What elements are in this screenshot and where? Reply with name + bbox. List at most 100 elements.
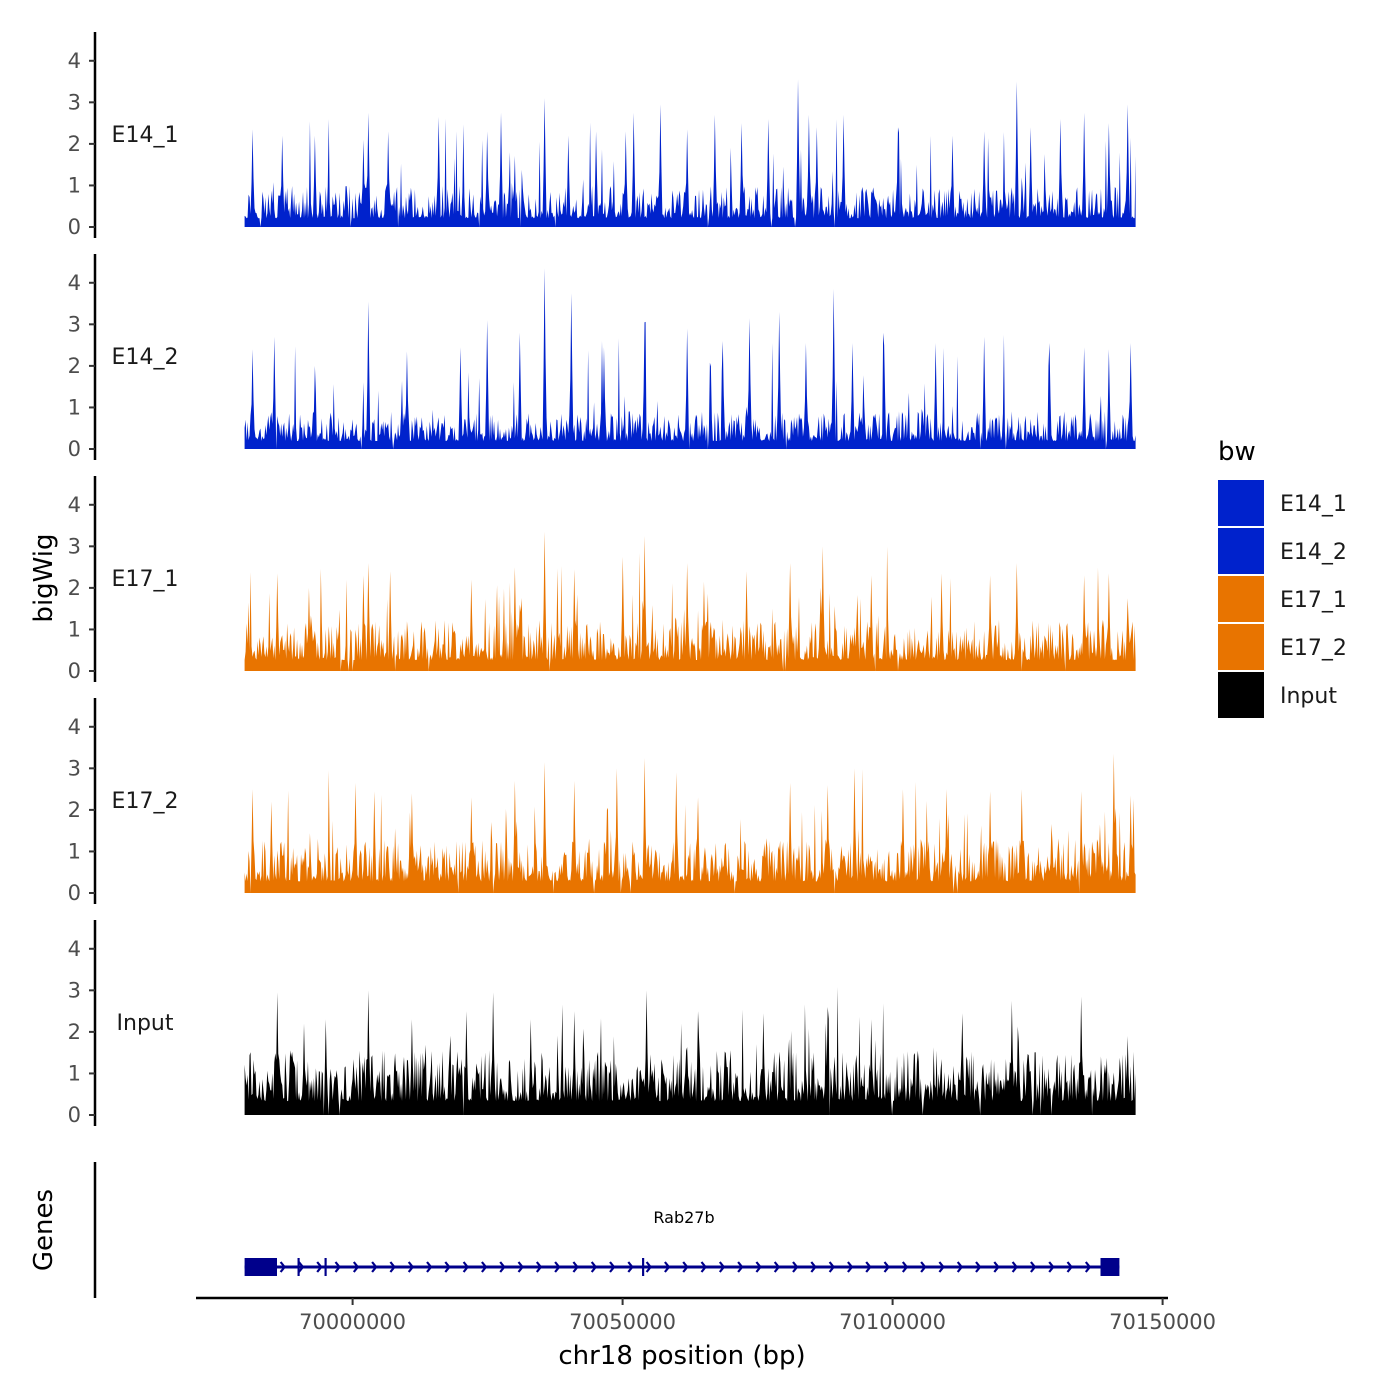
strand-arrow: [847, 1261, 854, 1273]
strand-arrow: [1084, 1261, 1092, 1273]
strand-arrow: [993, 1261, 1000, 1273]
track-E14_1: 0 1 2 3 4 E14_1: [68, 32, 1136, 239]
strand-arrow: [1011, 1261, 1019, 1273]
y-tick-label-E17_1-4: 4: [68, 493, 81, 517]
legend-swatch-E14_1: [1218, 480, 1264, 526]
strand-arrow: [664, 1261, 671, 1273]
y-tick-label-E14_1-2: 2: [68, 132, 81, 156]
strand-arrow: [1048, 1261, 1055, 1273]
legend-label-E14_1: E14_1: [1280, 492, 1347, 517]
y-tick-label-E14_1-4: 4: [68, 49, 81, 73]
track-E14_2: 0 1 2 3 4 E14_2: [68, 254, 1136, 461]
strand-arrow: [737, 1261, 744, 1273]
y-tick-label-Input-1: 1: [68, 1061, 81, 1085]
panel-label-E14_1: E14_1: [112, 123, 179, 148]
strand-arrow: [627, 1261, 634, 1273]
strand-arrow: [865, 1261, 872, 1273]
strand-arrow: [810, 1261, 817, 1273]
strand-arrow: [334, 1261, 341, 1273]
strand-arrow: [792, 1261, 799, 1273]
exon-4: [642, 1258, 645, 1276]
strand-arrow: [279, 1261, 287, 1273]
legend-swatch-E17_2: [1218, 624, 1264, 670]
strand-arrow: [535, 1261, 543, 1273]
track-E17_1: 0 1 2 3 4 E17_1: [68, 476, 1136, 683]
gene-Rab27b: Rab27b: [244, 1208, 1120, 1276]
track-E17_2: 0 1 2 3 4 E17_2: [68, 698, 1136, 905]
legend-swatch-E17_1: [1218, 576, 1264, 622]
strand-arrow: [1030, 1261, 1037, 1273]
x-tick-label-70150000: 70150000: [1109, 1310, 1216, 1334]
strand-arrow: [718, 1261, 726, 1273]
y-tick-label-E14_1-0: 0: [68, 215, 81, 239]
legend-title: bw: [1218, 437, 1256, 467]
strand-arrow: [755, 1261, 762, 1273]
signal-area-Input: [244, 987, 1136, 1115]
exon-1: [244, 1258, 277, 1276]
y-tick-label-E14_2-0: 0: [68, 437, 81, 461]
y-tick-label-Input-0: 0: [68, 1103, 81, 1127]
x-axis: 70000000 70050000 70100000 70150000: [196, 1296, 1216, 1334]
strand-arrow: [462, 1261, 470, 1273]
y-tick-label-Input-2: 2: [68, 1020, 81, 1044]
strand-arrow: [901, 1261, 909, 1273]
strand-arrow: [700, 1261, 707, 1273]
strand-arrow: [1066, 1261, 1073, 1273]
strand-arrow: [956, 1261, 964, 1273]
y-tick-label-E14_2-1: 1: [68, 395, 81, 419]
signal-area-E14_1: [244, 79, 1136, 227]
y-tick-label-E17_1-2: 2: [68, 576, 81, 600]
gene-track-panel: Rab27b: [93, 1162, 1120, 1298]
y-tick-label-E17_2-1: 1: [68, 839, 81, 863]
y-tick-label-E17_2-2: 2: [68, 798, 81, 822]
x-tick-label-70100000: 70100000: [839, 1310, 946, 1334]
track-panels: 0 1 2 3 4 E14_1 0 1 2 3 4 E14_2 0 1 2 3 4 E17_1 0 1 2 3 4 E17_2…: [68, 32, 1136, 1127]
y-tick-label-E14_2-4: 4: [68, 271, 81, 295]
y-tick-label-E17_2-0: 0: [68, 881, 81, 905]
legend-label-E17_1: E17_1: [1280, 588, 1347, 613]
signal-area-E14_2: [244, 268, 1136, 449]
legend-label-E17_2: E17_2: [1280, 636, 1347, 661]
y-tick-label-E17_1-0: 0: [68, 659, 81, 683]
strand-arrow: [554, 1261, 561, 1273]
strand-arrow: [975, 1261, 982, 1273]
strand-arrow: [590, 1261, 598, 1273]
legend-swatch-E14_2: [1218, 528, 1264, 574]
strand-arrow: [682, 1261, 689, 1273]
x-tick-label-70050000: 70050000: [569, 1310, 676, 1334]
strand-arrow: [517, 1261, 524, 1273]
y-tick-label-E17_1-3: 3: [68, 534, 81, 558]
strand-arrow: [352, 1261, 360, 1273]
y-tick-label-E17_1-1: 1: [68, 617, 81, 641]
legend: bw E14_1 E14_2 E17_1 E17_2 Input: [1218, 437, 1347, 718]
strand-arrow: [883, 1261, 890, 1273]
y-tick-label-Input-3: 3: [68, 978, 81, 1002]
strand-arrow: [407, 1261, 415, 1273]
panel-label-Input: Input: [117, 1011, 174, 1036]
y-axis-title: bigWig: [29, 533, 59, 622]
y-tick-label-E14_2-2: 2: [68, 354, 81, 378]
strand-arrow: [316, 1261, 323, 1273]
strand-arrow: [371, 1261, 378, 1273]
panel-label-E14_2: E14_2: [112, 345, 179, 370]
y-tick-label-Input-4: 4: [68, 937, 81, 961]
strand-arrow: [938, 1261, 945, 1273]
y-tick-label-E14_1-3: 3: [68, 90, 81, 114]
panel-label-E17_1: E17_1: [112, 567, 179, 592]
legend-label-E14_2: E14_2: [1280, 540, 1347, 565]
panel-label-E17_2: E17_2: [112, 789, 179, 814]
exon-5: [1100, 1258, 1120, 1276]
signal-area-E17_2: [244, 753, 1136, 893]
x-axis-title: chr18 position (bp): [558, 1341, 805, 1371]
strand-arrow: [499, 1261, 506, 1273]
strand-arrow: [828, 1261, 836, 1273]
strand-arrow: [920, 1261, 927, 1273]
exon-2: [297, 1258, 300, 1276]
y-tick-label-E17_2-4: 4: [68, 715, 81, 739]
track-Input: 0 1 2 3 4 Input: [68, 920, 1136, 1127]
strand-arrow: [298, 1261, 305, 1273]
strand-arrow: [444, 1261, 451, 1273]
legend-label-Input: Input: [1280, 684, 1337, 709]
x-tick-label-70000000: 70000000: [299, 1310, 406, 1334]
